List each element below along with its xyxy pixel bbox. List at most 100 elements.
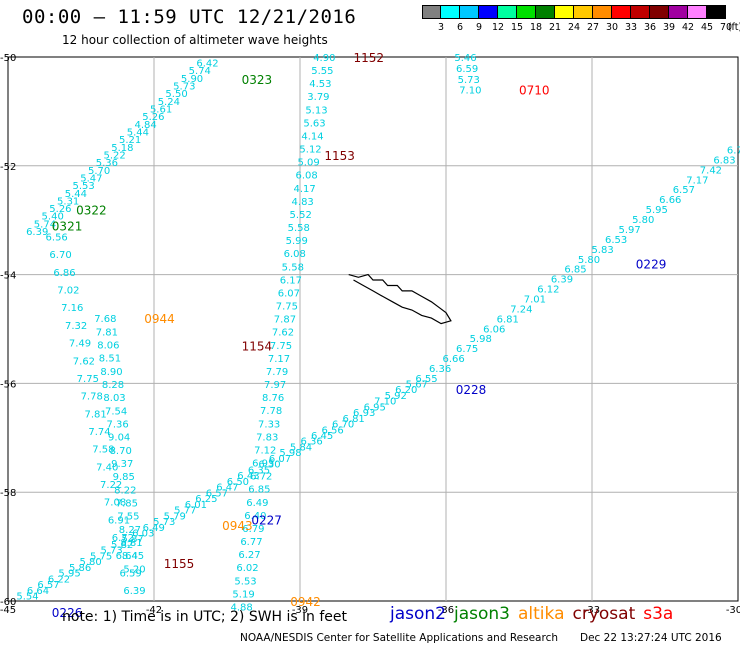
swh-value: 6.72 xyxy=(112,533,134,544)
footer-note: note: 1) Time is in UTC; 2) SWH is in fe… xyxy=(62,609,348,625)
swh-value: 6.70 xyxy=(49,250,71,261)
lat-tick-label: -52 xyxy=(0,162,16,173)
swh-value: 5.26 xyxy=(49,204,71,215)
swh-value: 6.57 xyxy=(206,488,228,499)
lon-tick-label: -45 xyxy=(0,605,16,616)
swh-value: 5.22 xyxy=(103,150,125,161)
swh-value: 5.80 xyxy=(79,557,101,568)
pass-id-label: 0227 xyxy=(251,513,282,527)
swh-value: 7.33 xyxy=(258,419,280,430)
swh-value: 7.83 xyxy=(256,432,278,443)
swh-value: 5.84 xyxy=(290,442,312,453)
swh-value: 7.55 xyxy=(117,512,139,523)
swh-value: 5.40 xyxy=(42,212,64,223)
pass-id-label: 0229 xyxy=(636,258,667,272)
swh-value: 5.58 xyxy=(282,262,304,273)
swh-value: 6.20 xyxy=(395,385,417,396)
swh-value: 6.30 xyxy=(258,460,280,471)
swh-value: 7.78 xyxy=(260,406,282,417)
pass-id-label: 0226 xyxy=(52,606,83,620)
swh-value: 6.81 xyxy=(343,414,365,425)
swh-value: 8.51 xyxy=(99,354,121,365)
swh-value: 6.53 xyxy=(605,235,627,246)
swh-value: 7.75 xyxy=(77,374,99,385)
pass-id-label: 0228 xyxy=(456,383,487,397)
footer-timestamp: Dec 22 13:27:24 UTC 2016 xyxy=(580,632,722,644)
swh-value: 6.02 xyxy=(236,563,258,574)
pass-id-label: 1154 xyxy=(242,339,273,353)
swh-value: 6.79 xyxy=(242,524,264,535)
pass-id-label: 0710 xyxy=(519,84,550,98)
lat-tick-label: -50 xyxy=(0,53,16,64)
swh-value: 6.49 xyxy=(143,523,165,534)
swh-value: 4.17 xyxy=(294,184,316,195)
swh-value: 7.79 xyxy=(266,367,288,378)
legend-item-s3a: s3a xyxy=(643,604,674,624)
swh-value: 8.45 xyxy=(122,551,144,562)
swh-value: 6.66 xyxy=(442,354,464,365)
swh-tracks: 6.395.745.405.265.315.445.535.475.705.36… xyxy=(16,53,740,613)
coastline xyxy=(348,273,452,325)
swh-value: 6.70 xyxy=(332,420,354,431)
swh-value: 6.57 xyxy=(37,580,59,591)
swh-value: 5.46 xyxy=(454,53,476,64)
swh-value: 6.91 xyxy=(108,515,130,526)
swh-value: 5.73 xyxy=(153,517,175,528)
map-subtitle: 12 hour collection of altimeter wave hei… xyxy=(62,33,328,47)
swh-value: 6.08 xyxy=(284,249,306,260)
map-grid xyxy=(7,56,739,602)
swh-value: 7.40 xyxy=(96,462,118,473)
colorbar-swatch xyxy=(422,5,441,19)
swh-value: 6.59 xyxy=(120,568,142,579)
swh-value: 5.92 xyxy=(385,391,407,402)
swh-value: 7.75 xyxy=(270,341,292,352)
swh-value: 4.84 xyxy=(134,120,156,131)
colorbar-swatch xyxy=(460,5,479,19)
swh-value: 6.01 xyxy=(185,500,207,511)
pass-id-label: 1153 xyxy=(324,149,355,163)
colorbar-label: 39 xyxy=(662,22,676,33)
colorbar-label: 9 xyxy=(475,22,483,33)
colorbar-label: 6 xyxy=(456,22,464,33)
swh-value: 7.32 xyxy=(65,321,87,332)
swh-value: 6.64 xyxy=(27,586,49,597)
swh-value: 6.50 xyxy=(227,477,249,488)
swh-value: 7.54 xyxy=(105,406,127,417)
colorbar-label: 21 xyxy=(548,22,562,33)
swh-value: 5.52 xyxy=(290,210,312,221)
pass-id-label: 1152 xyxy=(354,51,385,65)
pass-id-label: 0321 xyxy=(52,220,83,234)
swh-value: 6.95 xyxy=(364,402,386,413)
lon-tick-label: -30 xyxy=(726,605,740,616)
swh-value: 8.06 xyxy=(97,340,119,351)
swh-value: 6.07 xyxy=(278,288,300,299)
colorbar-label: 3 xyxy=(437,22,445,33)
swh-value: 6.17 xyxy=(280,275,302,286)
swh-value: 5.74 xyxy=(189,66,211,77)
swh-value: 6.85 xyxy=(248,485,270,496)
swh-value: 8.81 xyxy=(120,538,142,549)
swh-value: 7.75 xyxy=(276,302,298,313)
swh-value: 7.01 xyxy=(524,294,546,305)
swh-value: 5.75 xyxy=(90,551,112,562)
lat-tick-label: -54 xyxy=(0,271,16,282)
swh-value: 6.36 xyxy=(300,437,322,448)
swh-value: 5.98 xyxy=(470,334,492,345)
swh-value: 7.97 xyxy=(264,380,286,391)
swh-value: 6.55 xyxy=(415,374,437,385)
swh-value: 7.78 xyxy=(81,392,103,403)
swh-value: 7.62 xyxy=(272,328,294,339)
swh-value: 5.55 xyxy=(311,66,333,77)
swh-value: 5.58 xyxy=(288,223,310,234)
swh-value: 5.53 xyxy=(73,181,95,192)
swh-value: 5.87 xyxy=(122,534,144,545)
swh-value: 5.99 xyxy=(286,236,308,247)
swh-value: 7.16 xyxy=(61,303,83,314)
colorbar-label: 18 xyxy=(529,22,543,33)
swh-value: 6.47 xyxy=(216,483,238,494)
swh-value: 9.85 xyxy=(113,472,135,483)
swh-value: 5.73 xyxy=(173,81,195,92)
swh-value: 3.79 xyxy=(307,92,329,103)
swh-value: 5.36 xyxy=(96,158,118,169)
